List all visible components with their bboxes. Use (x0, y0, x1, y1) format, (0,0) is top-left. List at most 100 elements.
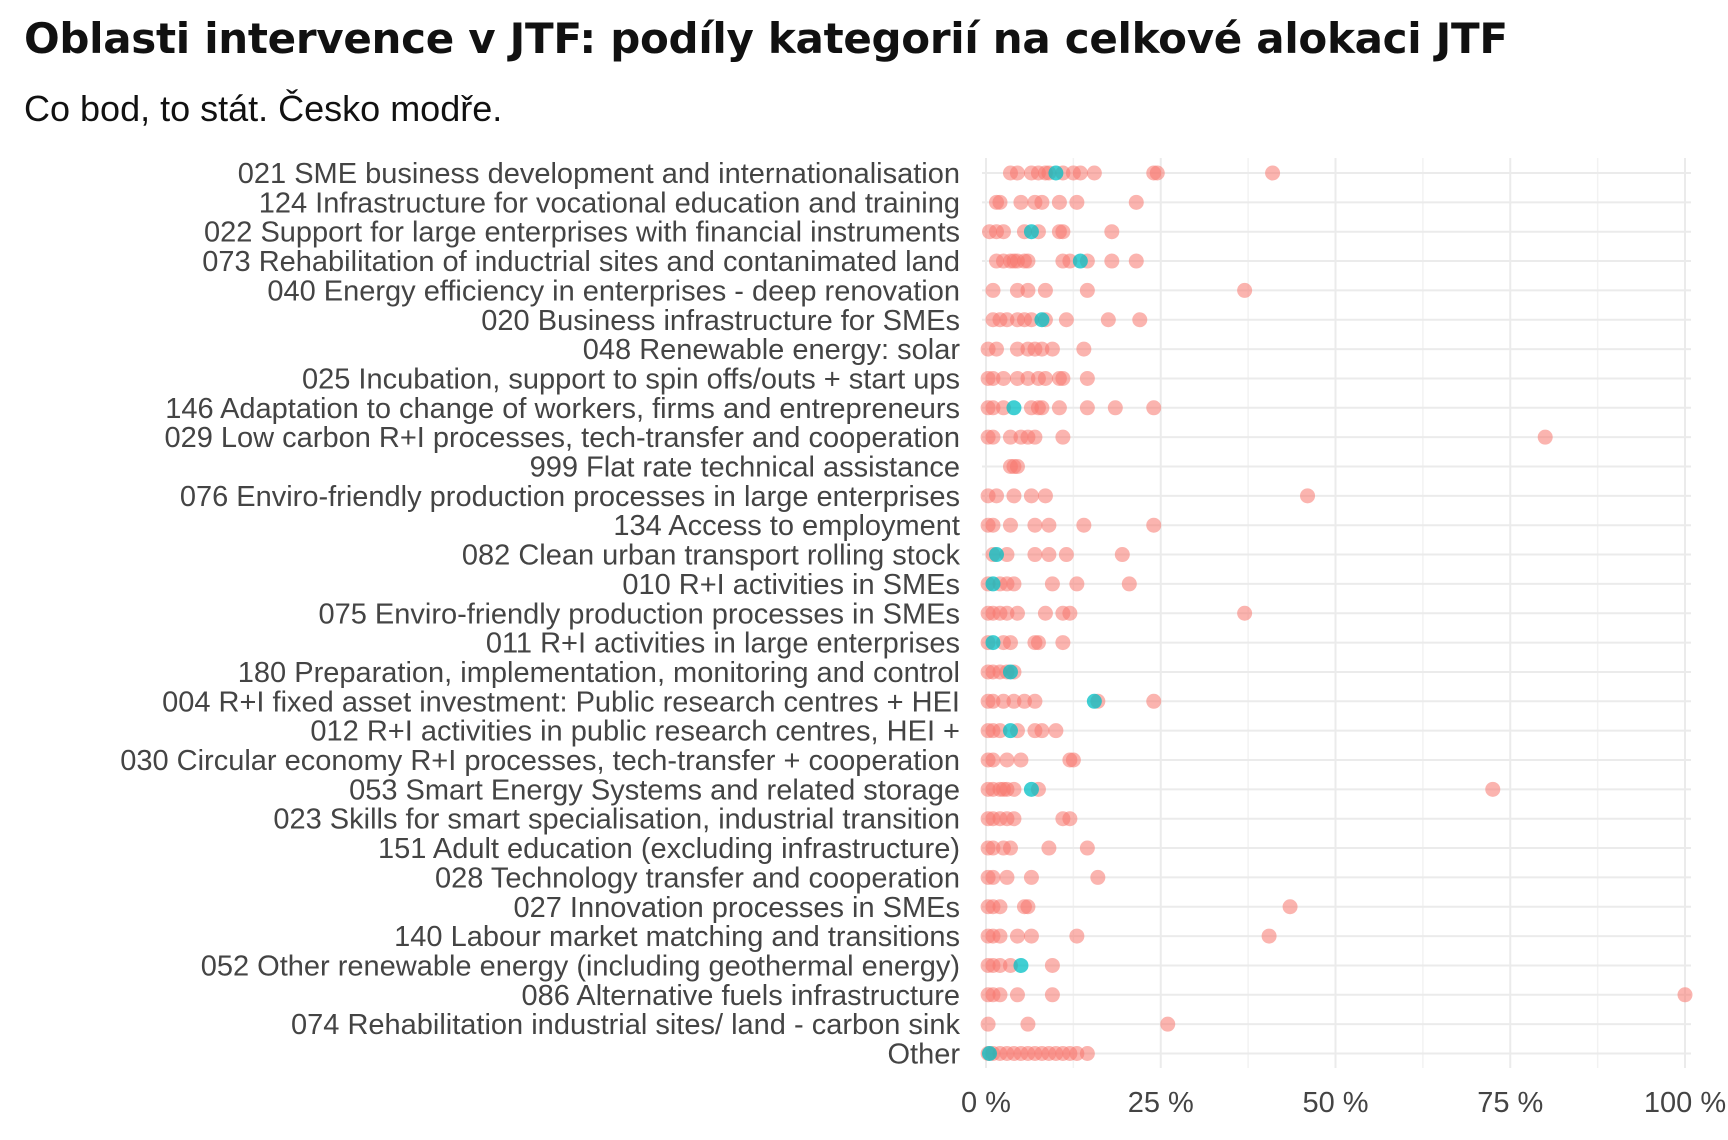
point-other-state (995, 693, 1011, 709)
point-other-state (1160, 1016, 1176, 1032)
point-other-state (1076, 341, 1092, 357)
point-other-state (1020, 282, 1036, 298)
point-other-state (1037, 488, 1053, 504)
point-other-state (1009, 605, 1025, 621)
point-other-state (1261, 928, 1277, 944)
point-other-state (1062, 811, 1078, 827)
point-other-state (1034, 723, 1050, 739)
point-other-state (1041, 517, 1057, 533)
point-czechia (1002, 664, 1018, 680)
point-other-state (1107, 400, 1123, 416)
point-other-state (1044, 987, 1060, 1003)
point-other-state (1020, 899, 1036, 915)
point-other-state (1079, 370, 1095, 386)
point-czechia (1002, 723, 1018, 739)
point-czechia (1086, 693, 1102, 709)
category-label: 025 Incubation, support to spin offs/out… (302, 363, 960, 395)
point-other-state (1282, 899, 1298, 915)
x-tick-label: 25 % (1128, 1087, 1194, 1119)
category-label: Other (887, 1039, 960, 1071)
point-other-state (992, 957, 1008, 973)
point-other-state (1090, 869, 1106, 885)
point-czechia (981, 1046, 997, 1061)
data-points (980, 165, 1693, 1061)
point-other-state (995, 370, 1011, 386)
point-other-state (1062, 253, 1078, 269)
category-label: 074 Rehabilitation industrial sites/ lan… (291, 1009, 960, 1041)
point-other-state (985, 400, 1001, 416)
category-label: 012 R+I activities in public research ce… (310, 716, 960, 748)
category-label: 030 Circular economy R+I processes, tech… (120, 745, 960, 777)
point-other-state (1051, 400, 1067, 416)
point-other-state (980, 1016, 996, 1032)
point-other-state (1537, 429, 1553, 445)
point-other-state (1009, 341, 1025, 357)
point-other-state (992, 899, 1008, 915)
category-label: 040 Energy efficiency in enterprises - d… (267, 275, 960, 307)
point-other-state (1006, 781, 1022, 797)
point-other-state (1076, 517, 1092, 533)
point-other-state (1069, 1046, 1085, 1061)
category-labels: 021 SME business development and interna… (120, 158, 960, 1071)
point-other-state (1121, 576, 1137, 592)
point-other-state (1104, 253, 1120, 269)
category-label: 076 Enviro-friendly production processes… (180, 481, 960, 513)
point-czechia (1048, 165, 1064, 181)
point-other-state (1048, 723, 1064, 739)
point-other-state (1677, 987, 1693, 1003)
category-label: 180 Preparation, implementation, monitor… (238, 657, 960, 689)
category-label: 053 Smart Energy Systems and related sto… (349, 774, 960, 806)
point-other-state (995, 224, 1011, 240)
point-other-state (1104, 224, 1120, 240)
category-label: 004 R+I fixed asset investment: Public r… (162, 686, 960, 718)
point-other-state (1009, 459, 1025, 474)
category-label: 010 R+I activities in SMEs (622, 569, 960, 601)
point-other-state (1023, 312, 1039, 328)
category-label: 048 Renewable energy: solar (583, 334, 961, 366)
point-other-state (1051, 194, 1067, 210)
point-other-state (985, 693, 1001, 709)
x-tick-label: 0 % (961, 1087, 1011, 1119)
point-other-state (1009, 370, 1025, 386)
point-other-state (1006, 488, 1022, 504)
point-other-state (1027, 693, 1043, 709)
point-other-state (1009, 928, 1025, 944)
point-czechia (985, 635, 1001, 651)
point-other-state (992, 987, 1008, 1003)
category-label: 020 Business infrastructure for SMEs (481, 305, 960, 337)
point-other-state (1149, 165, 1165, 181)
category-label: 073 Rehabilitation of inductrial sites a… (202, 246, 960, 278)
point-other-state (1300, 488, 1316, 504)
point-other-state (1055, 635, 1071, 651)
category-label: 023 Skills for smart specialisation, ind… (273, 804, 960, 836)
x-axis-ticks: 0 % 25 % 50 % 75 % 100 % (961, 1087, 1726, 1119)
point-other-state (1020, 370, 1036, 386)
chart-subtitle: Co bod, to stát. Česko modře. (24, 88, 503, 129)
point-other-state (1265, 165, 1281, 181)
point-other-state (1055, 224, 1071, 240)
point-other-state (1023, 928, 1039, 944)
point-other-state (1237, 605, 1253, 621)
category-label: 124 Infrastructure for vocational educat… (259, 187, 960, 219)
category-label: 011 R+I activities in large enterprises (486, 628, 960, 660)
point-czechia (1034, 312, 1050, 328)
point-other-state (1100, 312, 1116, 328)
point-other-state (1058, 547, 1074, 563)
point-other-state (1020, 1016, 1036, 1032)
point-other-state (1044, 957, 1060, 973)
point-other-state (1079, 282, 1095, 298)
category-label: 146 Adaptation to change of workers, fir… (165, 393, 960, 425)
point-other-state (1034, 341, 1050, 357)
point-other-state (1058, 312, 1074, 328)
point-other-state (1069, 576, 1085, 592)
point-other-state (1128, 194, 1144, 210)
point-other-state (1065, 752, 1081, 768)
point-czechia (988, 547, 1004, 563)
point-other-state (1128, 253, 1144, 269)
point-other-state (1034, 194, 1050, 210)
point-other-state (1037, 605, 1053, 621)
point-other-state (1027, 547, 1043, 563)
category-label: 022 Support for large enterprises with f… (204, 217, 960, 249)
point-other-state (1023, 488, 1039, 504)
